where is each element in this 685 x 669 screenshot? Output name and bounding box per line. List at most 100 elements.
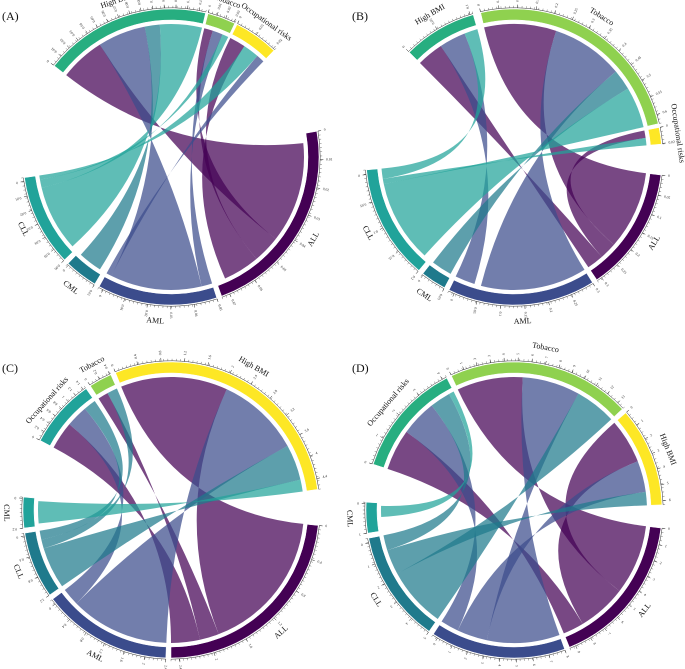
panel-d-sector-all-major-tick-3 <box>647 576 651 579</box>
panel-b-sector-high-bmi-tick-label-1: 0.05 <box>429 18 436 26</box>
panel-a-sector-high-bmi-major-tick-14 <box>198 7 201 11</box>
panel-c-sector-high-bmi-major-tick-5 <box>229 370 232 374</box>
panel-d-sector-tobacco-minor-tick-42 <box>614 397 616 400</box>
panel-a-sector-high-bmi-tick-label-10: 0.1 <box>149 0 154 3</box>
panel-c-sector-high-bmi-tick-label-11: 4.4 <box>322 474 327 479</box>
panel-a-sector-cll-minor-tick-15 <box>29 209 32 211</box>
panel-c-sector-all-minor-tick-8 <box>312 557 315 559</box>
panel-d-sector-occupational-risks-axis <box>371 376 447 464</box>
panel-d-sector-all-minor-tick-22 <box>624 610 626 612</box>
panel-a-sector-all-major-tick-5 <box>276 262 280 265</box>
panel-c-sector-all-minor-tick-13 <box>304 576 307 578</box>
panel-b-sector-cll-minor-tick-19 <box>371 206 374 208</box>
panel-b-sector-cll-minor-tick-10 <box>388 240 391 242</box>
panel-d-sector-tobacco-minor-tick-3 <box>461 368 463 371</box>
panel-b-sector-all-minor-tick-7 <box>655 203 658 205</box>
panel-b-sector-high-bmi-minor-tick-10 <box>440 24 443 27</box>
panel-a-sector-all-minor-tick-23 <box>304 224 307 226</box>
panel-a-sector-aml-minor-tick-24 <box>116 296 118 299</box>
panel-a-sector-all-minor-tick-47 <box>233 292 235 295</box>
panel-b-sector-high-bmi-major-tick-2 <box>468 11 471 15</box>
panel-d-sector-all-minor-tick-14 <box>643 583 646 585</box>
panel-b-sector-cml-minor-tick-2 <box>435 284 437 287</box>
panel-a-sector-all-tick-label-6: 0.06 <box>257 284 264 292</box>
panel-a-sector-high-bmi-tick-label-2: 0.02 <box>59 38 66 45</box>
panel-d-sector-all-minor-tick-36 <box>577 644 579 647</box>
panel-b-sector-all-minor-tick-15 <box>642 233 645 235</box>
panel-d-sector-all-minor-tick-19 <box>632 600 635 603</box>
panel-a-chord-2 <box>99 26 202 291</box>
panel-d-sector-high-bmi-minor-tick-15 <box>656 466 659 468</box>
panel-c-sector-high-bmi-minor-tick-23 <box>208 363 210 366</box>
panel-a-sector-all-tick-label-3: 0.03 <box>313 215 321 221</box>
panel-b-sector-occupational-risks-major-tick-0 <box>660 126 664 128</box>
panel-d-sector-tobacco-tick-label-13: 13 <box>620 394 626 400</box>
panel-a-sector-all-tick-label-1: 0.01 <box>326 157 333 161</box>
panel-c-sector-high-bmi-tick-label-3: 1.2 <box>183 351 187 356</box>
panel-c-sector-aml-minor-tick-14 <box>108 645 110 648</box>
panel-b-sector-all-tick-label-1: 0.05 <box>664 195 671 201</box>
panel-c-sector-occupational-risks-arc <box>39 388 93 447</box>
panel-a-sector-cll-minor-tick-6 <box>46 241 49 244</box>
panel-c-sector-all-tick-label-5: 2 <box>214 658 218 661</box>
panel-d-sector-high-bmi-arc <box>617 412 663 506</box>
panel-c-sector-all-minor-tick-31 <box>256 632 258 635</box>
panel-a-sector-high-bmi-tick-label-4: 0.04 <box>79 22 86 30</box>
panel-d-sector-tobacco-tick-label-3: 3 <box>487 354 491 357</box>
panel-d-sector-occupational-risks-minor-tick-5 <box>378 443 381 445</box>
panel-d-sector-aml-minor-tick-26 <box>457 648 459 651</box>
panel-d-sector-tobacco-minor-tick-28 <box>564 367 566 370</box>
panel-b-sector-cll-minor-tick-21 <box>368 198 371 200</box>
panel-d-sector-tobacco-minor-tick-2 <box>457 369 459 372</box>
panel-b-sector-tobacco-minor-tick-27 <box>589 26 591 29</box>
panel-b-sector-high-bmi-minor-tick-9 <box>437 26 439 29</box>
panel-d-sector-tobacco-label: Tobacco <box>532 340 560 354</box>
panel-b-sector-all-tick-label-0: 0 <box>668 174 670 178</box>
panel-d-sector-cll-minor-tick-25 <box>368 550 371 552</box>
panel-b-sector-cll-minor-tick-18 <box>372 210 375 212</box>
panel-c-sector-high-bmi-tick-label-9: 3.6 <box>304 427 310 433</box>
panel-c-sector-high-bmi-minor-tick-52 <box>301 437 304 439</box>
panel-a-sector-aml-axis <box>98 287 218 307</box>
panel-d-sector-aml-tick-label-5: 3 <box>480 662 484 665</box>
panel-d-sector-all-tick-label-3: 3 <box>652 577 656 581</box>
panel-d-sector-tobacco-minor-tick-5 <box>469 365 471 368</box>
panel-b-sector-aml-minor-tick-10 <box>554 300 556 303</box>
panel-b-sector-all-minor-tick-28 <box>607 273 609 276</box>
panel-d-sector-cml-major-tick-0 <box>363 533 367 535</box>
panel-d-sector-tobacco-minor-tick-39 <box>604 389 606 392</box>
panel-d-sector-cll-minor-tick-2 <box>420 627 422 630</box>
panel-a-sector-high-bmi-minor-tick-23 <box>131 11 132 14</box>
panel-c-sector-occupational-risks-minor-tick-13 <box>70 396 73 399</box>
panel-c-sector-high-bmi-minor-tick-28 <box>228 370 230 373</box>
panel-c-sector-aml-tick-label-4: 0.8 <box>79 637 85 643</box>
panel-d-sector-all-tick-label-4: 4 <box>643 593 647 597</box>
panel-d-sector-high-bmi-minor-tick-1 <box>629 413 631 416</box>
panel-b-sector-tobacco-arc <box>480 8 659 127</box>
panel-b-sector-high-bmi-tick-label-0: 0 <box>401 45 405 49</box>
panel-c-sector-aml-minor-tick-9 <box>128 653 130 656</box>
panel-b-sector-tobacco-minor-tick-24 <box>578 20 580 23</box>
panel-b-sector-aml-minor-tick-9 <box>558 299 560 302</box>
panel-a-sector-all-minor-tick-21 <box>307 216 310 218</box>
panel-b-sector-aml-minor-tick-34 <box>455 294 457 297</box>
panel-d-chord-9 <box>457 461 646 641</box>
panel-a-sector-high-bmi-major-tick-8 <box>128 10 130 14</box>
panel-c-sector-high-bmi-tick-label-0: 0 <box>110 364 114 367</box>
panel-c-sector-all-arc <box>170 524 319 659</box>
panel-a-sector-occupational-risks-tick-label-2: 0.02 <box>276 38 283 45</box>
panel-c-sector-high-bmi-major-tick-1 <box>136 361 138 365</box>
panel-c-sector-tobacco-minor-tick-2 <box>95 378 97 381</box>
panel-a-sector-aml-minor-tick-23 <box>120 297 122 300</box>
panel-d-sector-all-tick-label-5: 5 <box>633 607 637 611</box>
panel-a-chord-6 <box>190 30 223 287</box>
panel-c-sector-occupational-risks-tick-label-0: 0 <box>31 435 35 439</box>
panel-c-sector-aml-minor-tick-27 <box>63 615 66 617</box>
panel-c-sector-aml-minor-tick-8 <box>132 654 134 657</box>
panel-d-sector-high-bmi-tick-label-6: 6 <box>669 498 671 502</box>
panel-b-sector-cll-minor-tick-16 <box>376 218 379 220</box>
panel-b-sector-all-minor-tick-20 <box>630 249 633 252</box>
panel-b-sector-cml-minor-tick-1 <box>439 286 441 289</box>
panel-c-sector-aml-major-tick-6 <box>52 603 56 607</box>
panel-d-sector-occupational-risks-minor-tick-20 <box>416 393 419 396</box>
